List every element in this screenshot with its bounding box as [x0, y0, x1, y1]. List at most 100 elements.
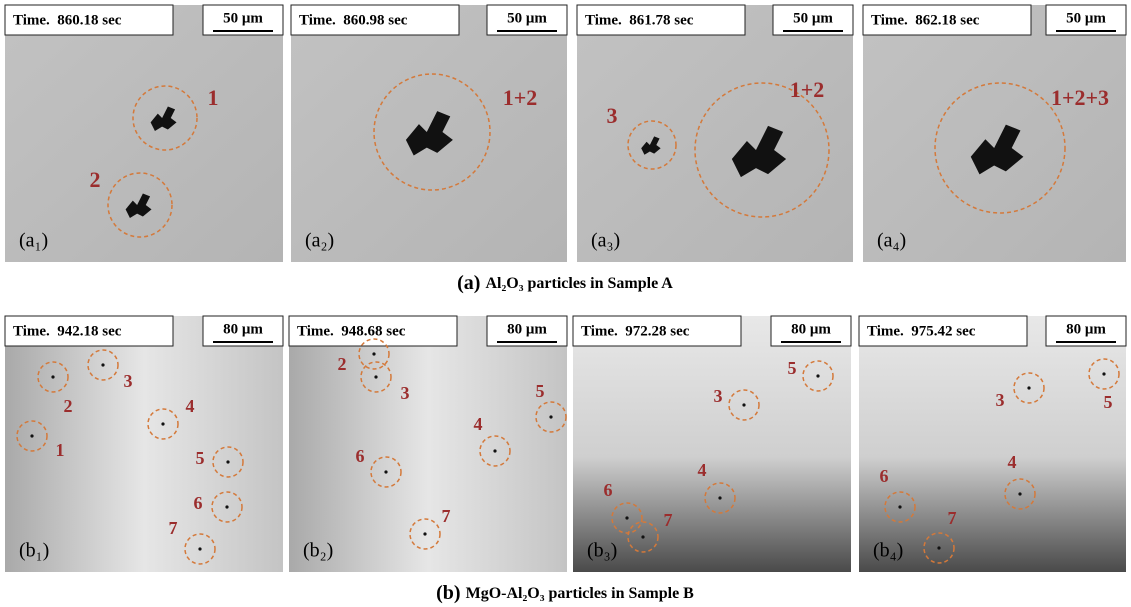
particle-circle [704, 482, 736, 514]
particle-number: 3 [607, 103, 618, 128]
particle-circle [358, 338, 390, 370]
time-label: Time. 860.18 sec [13, 12, 122, 28]
particle [125, 193, 152, 218]
micrograph [5, 5, 283, 262]
particle-circle [627, 521, 659, 553]
scale-label: 80 μm [507, 321, 547, 337]
particle-number: 1+2 [503, 85, 538, 110]
particle-circle [923, 532, 955, 564]
particle-number: 3 [124, 371, 133, 391]
particle-circle [212, 446, 244, 478]
particle [625, 516, 629, 520]
particle [1018, 492, 1022, 496]
scale-label: 80 μm [791, 321, 831, 337]
particle [898, 505, 902, 509]
particle-circle [87, 349, 119, 381]
caption: (b) MgO-Al₂O₃ particles in Sample B [436, 582, 694, 604]
particle-number: 4 [186, 396, 195, 416]
particle-circle [370, 456, 402, 488]
particle-number: 2 [90, 167, 101, 192]
particle-number: 6 [356, 446, 365, 466]
panel: Time. 942.18 sec 80 μm (b₁) 3 2 1 4 5 67 [4, 315, 284, 572]
particle-circle [16, 420, 48, 452]
particle-circle [132, 85, 198, 151]
particle [150, 106, 177, 131]
particle-circle [694, 82, 830, 218]
particle-circle [934, 82, 1066, 214]
particle-circle [107, 172, 173, 238]
particle-number: 2 [64, 396, 73, 416]
particle [374, 375, 378, 379]
particle [937, 546, 941, 550]
micrograph [5, 316, 283, 572]
particle-circle [627, 120, 677, 170]
scale-label: 50 μm [793, 10, 833, 26]
particle [493, 449, 497, 453]
particle [1027, 386, 1031, 390]
particle [384, 470, 388, 474]
time-box [572, 315, 742, 347]
particle-circle [479, 435, 511, 467]
particle-number: 7 [664, 510, 673, 530]
particle-circle [728, 389, 760, 421]
particle-number: 3 [996, 390, 1005, 410]
particle-circle [611, 502, 643, 534]
particle [30, 434, 34, 438]
particle-number: 7 [169, 518, 178, 538]
particle-number: 5 [536, 381, 545, 401]
particle [225, 505, 229, 509]
particle-number: 4 [698, 460, 707, 480]
particle-circle [884, 491, 916, 523]
time-label: Time. 861.78 sec [585, 12, 694, 28]
time-box [288, 315, 458, 347]
micrograph [577, 5, 853, 262]
panel: Time. 948.68 sec 80 μm (b₂) 2 3 5 4 6 7 [288, 315, 568, 572]
scale-label: 80 μm [223, 321, 263, 337]
particle-number: 5 [1104, 392, 1113, 412]
scale-label: 80 μm [1066, 321, 1106, 337]
caption-tag: (b) [436, 582, 460, 604]
time-label: Time. 862.18 sec [871, 12, 980, 28]
particle-number: 1+2 [790, 77, 825, 102]
particle [101, 363, 105, 367]
time-box [862, 4, 1032, 36]
scale-label: 50 μm [507, 10, 547, 26]
time-box [4, 315, 174, 347]
panel: Time. 861.78 sec 50 μm (a₃) 3 1+2 [576, 4, 854, 262]
particle-circle [1013, 372, 1045, 404]
particle-number: 5 [196, 448, 205, 468]
particle-circle [802, 360, 834, 392]
particle [423, 532, 427, 536]
particle-number: 1+2+3 [1051, 85, 1109, 110]
particle [742, 403, 746, 407]
particle-number: 1 [56, 440, 65, 460]
particle-circle [147, 408, 179, 440]
particle [641, 136, 661, 155]
particle-number: 7 [948, 508, 957, 528]
time-label: Time. 942.18 sec [13, 323, 122, 339]
caption: (a) Al₂O₃ particles in Sample A [457, 272, 673, 294]
particle-number: 4 [1008, 452, 1017, 472]
particle [1102, 372, 1106, 376]
particle [372, 352, 376, 356]
particle-circle [1088, 358, 1120, 390]
particle-circle [535, 401, 567, 433]
particle-number: 6 [604, 480, 613, 500]
panel-label: (b₂) [303, 540, 333, 562]
panel: Time. 975.42 sec 80 μm (b₄) 5 3 4 6 7 [858, 315, 1127, 572]
particle-circle [360, 361, 392, 393]
panel: Time. 860.18 sec 50 μm (a₁) 1 2 [4, 4, 284, 262]
particle-circle [37, 361, 69, 393]
micrograph [863, 5, 1126, 262]
panel-label: (b₁) [19, 540, 49, 562]
panel-label: (a₂) [305, 230, 334, 252]
particle-number: 4 [474, 414, 483, 434]
panel-label: (a₄) [877, 230, 906, 252]
particle-number: 7 [442, 506, 451, 526]
micrograph [859, 316, 1126, 572]
particle [161, 422, 165, 426]
time-label: Time. 948.68 sec [297, 323, 406, 339]
panel-label: (a₁) [19, 230, 48, 252]
particle-circle [373, 73, 491, 191]
